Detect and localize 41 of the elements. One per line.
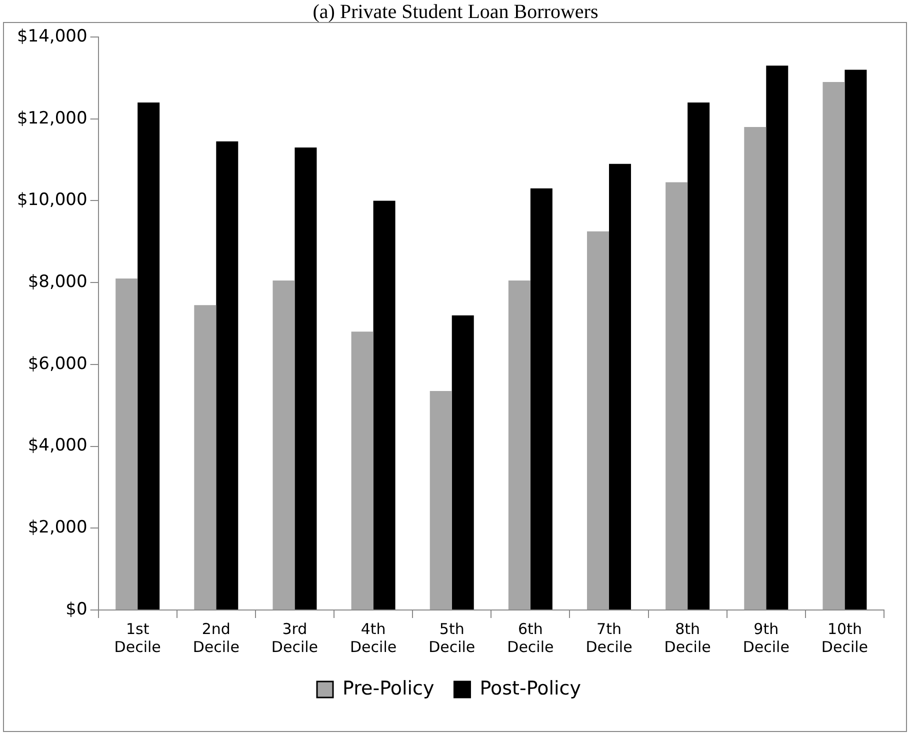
bar <box>844 70 867 610</box>
y-tick-label: $14,000 <box>16 26 88 46</box>
bar <box>294 148 317 610</box>
bar <box>530 188 552 610</box>
y-tick-label: $10,000 <box>16 190 88 210</box>
bar <box>116 278 138 610</box>
legend-label: Pre-Policy <box>342 677 434 700</box>
y-tick-label: $0 <box>66 599 88 620</box>
bar <box>216 141 238 610</box>
bar <box>508 280 530 610</box>
bar <box>373 200 396 610</box>
bar <box>272 280 295 610</box>
bar <box>609 164 632 610</box>
x-tick-label: 7th Decile <box>586 620 632 656</box>
bar <box>452 315 474 610</box>
x-tick-label: 1st Decile <box>114 620 161 656</box>
y-tick-label: $6,000 <box>28 354 88 374</box>
bar <box>430 391 452 610</box>
chart-title: (a) Private Student Loan Borrowers <box>312 0 600 24</box>
legend-label: Post-Policy <box>480 677 581 700</box>
x-tick-label: 10th Decile <box>821 620 868 656</box>
y-tick-label: $4,000 <box>28 436 88 456</box>
x-tick-label: 4th Decile <box>350 620 397 656</box>
x-tick-label: 3rd Decile <box>271 620 318 656</box>
x-tick-label: 9th Decile <box>742 620 790 656</box>
bar <box>666 182 688 610</box>
bar <box>744 127 766 610</box>
x-tick-label: 2nd Decile <box>192 620 240 656</box>
bar <box>766 66 788 610</box>
bar <box>587 231 610 610</box>
y-tick-label: $2,000 <box>28 518 88 538</box>
x-tick-label: 8th Decile <box>664 620 711 656</box>
x-tick-label: 6th Decile <box>507 620 554 656</box>
x-tick-label: 5th Decile <box>428 620 476 656</box>
y-tick-label: $12,000 <box>16 108 88 128</box>
bar <box>688 102 710 610</box>
bar <box>194 305 216 610</box>
bar <box>138 102 160 610</box>
bar <box>822 82 845 610</box>
bar <box>351 332 374 610</box>
y-tick-label: $8,000 <box>28 272 88 292</box>
